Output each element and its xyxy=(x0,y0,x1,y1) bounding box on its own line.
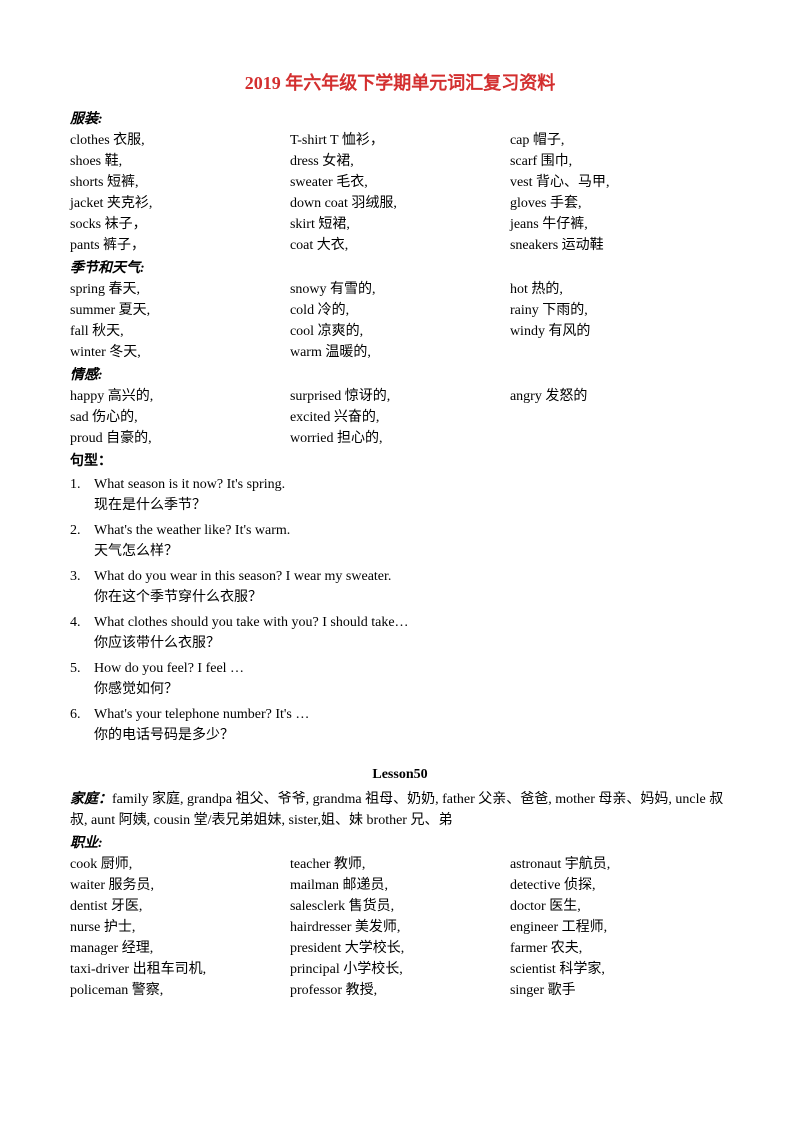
sentence-num: 5. xyxy=(70,658,94,679)
vocab-item: vest 背心、马甲, xyxy=(510,172,730,193)
vocab-item xyxy=(510,428,730,449)
vocab-item: surprised 惊讶的, xyxy=(290,386,510,407)
vocab-item: cool 凉爽的, xyxy=(290,321,510,342)
vocab-item: winter 冬天, xyxy=(70,342,290,363)
season-label: 季节和天气: xyxy=(70,258,730,279)
vocab-item: scientist 科学家, xyxy=(510,959,730,980)
vocab-item: hot 热的, xyxy=(510,279,730,300)
vocab-item: socks 袜子， xyxy=(70,214,290,235)
sentence-num: 3. xyxy=(70,566,94,587)
sentence-zh: 现在是什么季节？ xyxy=(70,495,730,516)
vocab-item: sad 伤心的, xyxy=(70,407,290,428)
sentence-en: What do you wear in this season? I wear … xyxy=(94,569,391,584)
sentence-item: 1.What season is it now? It's spring. 现在… xyxy=(70,474,730,516)
sentence-en: What's the weather like? It's warm. xyxy=(94,523,290,538)
vocab-item: warm 温暖的, xyxy=(290,342,510,363)
vocab-item: engineer 工程师, xyxy=(510,917,730,938)
vocab-item: angry 发怒的 xyxy=(510,386,730,407)
job-grid: cook 厨师, teacher 教师, astronaut 宇航员, wait… xyxy=(70,854,730,1001)
sentence-zh: 你感觉如何？ xyxy=(70,679,730,700)
vocab-item: professor 教授, xyxy=(290,980,510,1001)
vocab-item: singer 歌手 xyxy=(510,980,730,1001)
family-text: family 家庭, grandpa 祖父、爷爷, grandma 祖母、奶奶,… xyxy=(70,792,723,828)
vocab-item: spring 春天, xyxy=(70,279,290,300)
vocab-item: shorts 短裤, xyxy=(70,172,290,193)
sentence-item: 3.What do you wear in this season? I wea… xyxy=(70,566,730,608)
vocab-item: doctor 医生, xyxy=(510,896,730,917)
vocab-item: farmer 农夫, xyxy=(510,938,730,959)
sentence-item: 6.What's your telephone number? It's … 你… xyxy=(70,704,730,746)
vocab-item: rainy 下雨的, xyxy=(510,300,730,321)
clothing-grid: clothes 衣服, T-shirt T 恤衫， cap 帽子, shoes … xyxy=(70,130,730,256)
vocab-item: teacher 教师, xyxy=(290,854,510,875)
vocab-item: taxi-driver 出租车司机, xyxy=(70,959,290,980)
vocab-item: windy 有风的 xyxy=(510,321,730,342)
vocab-item: mailman 邮递员, xyxy=(290,875,510,896)
sentence-item: 4.What clothes should you take with you?… xyxy=(70,612,730,654)
vocab-item: hairdresser 美发师, xyxy=(290,917,510,938)
vocab-item: pants 裤子， xyxy=(70,235,290,256)
vocab-item: dentist 牙医, xyxy=(70,896,290,917)
vocab-item: cold 冷的, xyxy=(290,300,510,321)
sentence-zh: 你在这个季节穿什么衣服？ xyxy=(70,587,730,608)
vocab-item: snowy 有雪的, xyxy=(290,279,510,300)
vocab-item: scarf 围巾, xyxy=(510,151,730,172)
vocab-item: fall 秋天, xyxy=(70,321,290,342)
vocab-item: jeans 牛仔裤, xyxy=(510,214,730,235)
vocab-item: T-shirt T 恤衫， xyxy=(290,130,510,151)
sentence-en: How do you feel? I feel … xyxy=(94,661,244,676)
job-label: 职业: xyxy=(70,833,730,854)
vocab-item: worried 担心的, xyxy=(290,428,510,449)
vocab-item: sweater 毛衣, xyxy=(290,172,510,193)
vocab-item: detective 侦探, xyxy=(510,875,730,896)
vocab-item: gloves 手套, xyxy=(510,193,730,214)
vocab-item: skirt 短裙, xyxy=(290,214,510,235)
vocab-item: manager 经理, xyxy=(70,938,290,959)
vocab-item: astronaut 宇航员, xyxy=(510,854,730,875)
vocab-item: policeman 警察, xyxy=(70,980,290,1001)
sentence-num: 2. xyxy=(70,520,94,541)
sentence-num: 4. xyxy=(70,612,94,633)
sentence-item: 2.What's the weather like? It's warm. 天气… xyxy=(70,520,730,562)
sentence-num: 6. xyxy=(70,704,94,725)
vocab-item xyxy=(510,407,730,428)
vocab-item: waiter 服务员, xyxy=(70,875,290,896)
clothing-label: 服装: xyxy=(70,109,730,130)
vocab-item: sneakers 运动鞋 xyxy=(510,235,730,256)
vocab-item: excited 兴奋的, xyxy=(290,407,510,428)
vocab-item: proud 自豪的, xyxy=(70,428,290,449)
vocab-item: cap 帽子, xyxy=(510,130,730,151)
sentence-num: 1. xyxy=(70,474,94,495)
sentence-zh: 你应该带什么衣服？ xyxy=(70,633,730,654)
vocab-item: salesclerk 售货员, xyxy=(290,896,510,917)
sentence-zh: 天气怎么样？ xyxy=(70,541,730,562)
sentence-list: 1.What season is it now? It's spring. 现在… xyxy=(70,474,730,746)
sentence-item: 5.How do you feel? I feel … 你感觉如何？ xyxy=(70,658,730,700)
vocab-item: down coat 羽绒服, xyxy=(290,193,510,214)
vocab-item: shoes 鞋, xyxy=(70,151,290,172)
sentence-en: What clothes should you take with you? I… xyxy=(94,615,409,630)
sentence-en: What season is it now? It's spring. xyxy=(94,477,285,492)
emotion-label: 情感: xyxy=(70,365,730,386)
lesson-title: Lesson50 xyxy=(70,764,730,785)
vocab-item: coat 大衣, xyxy=(290,235,510,256)
vocab-item: happy 高兴的, xyxy=(70,386,290,407)
vocab-item: president 大学校长, xyxy=(290,938,510,959)
family-block: 家庭：family 家庭, grandpa 祖父、爷爷, grandma 祖母、… xyxy=(70,789,730,831)
vocab-item: dress 女裙, xyxy=(290,151,510,172)
sentence-en: What's your telephone number? It's … xyxy=(94,707,309,722)
season-grid: spring 春天, snowy 有雪的, hot 热的, summer 夏天,… xyxy=(70,279,730,363)
vocab-item: nurse 护士, xyxy=(70,917,290,938)
vocab-item: jacket 夹克衫, xyxy=(70,193,290,214)
family-label: 家庭： xyxy=(70,792,112,807)
vocab-item: cook 厨师, xyxy=(70,854,290,875)
vocab-item: clothes 衣服, xyxy=(70,130,290,151)
emotion-grid: happy 高兴的, surprised 惊讶的, angry 发怒的 sad … xyxy=(70,386,730,449)
sentences-label: 句型： xyxy=(70,451,730,472)
sentence-zh: 你的电话号码是多少？ xyxy=(70,725,730,746)
vocab-item: summer 夏天, xyxy=(70,300,290,321)
page-title: 2019 年六年级下学期单元词汇复习资料 xyxy=(70,70,730,97)
vocab-item: principal 小学校长, xyxy=(290,959,510,980)
vocab-item xyxy=(510,342,730,363)
